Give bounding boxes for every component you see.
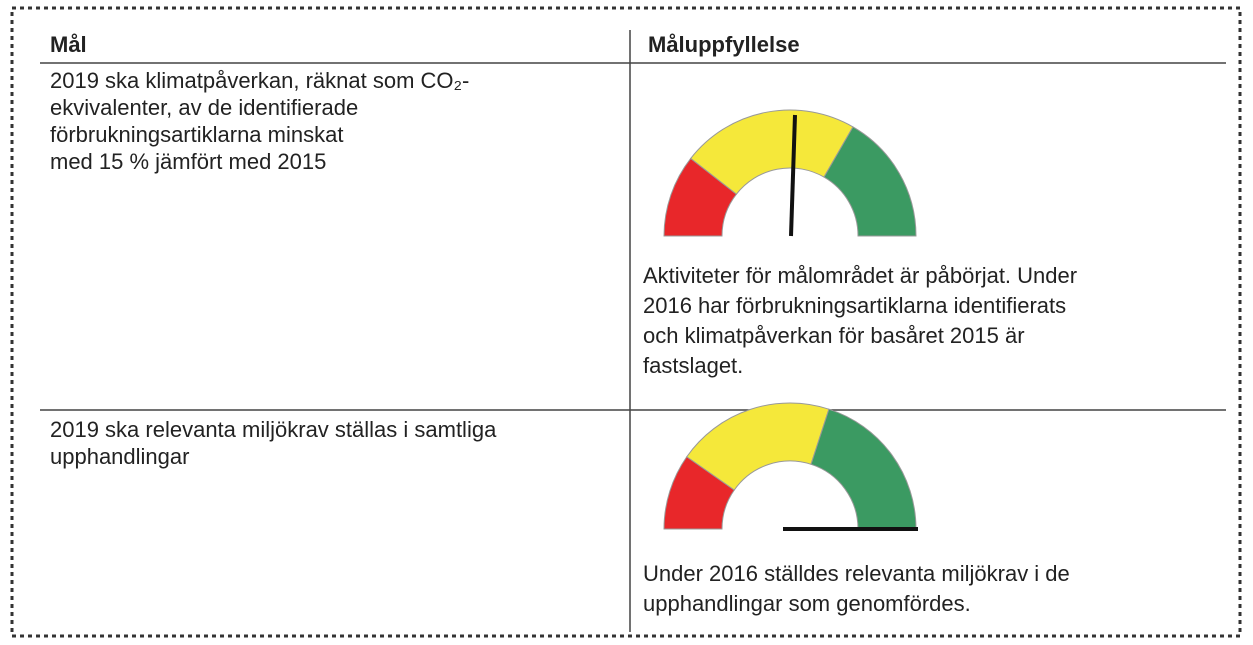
status-line: upphandlingar som genomfördes. [643,591,971,616]
goal-line: med 15 % jämfört med 2015 [50,149,326,174]
header-cell: Mål [50,32,87,57]
header-cell: Måluppfyllelse [648,32,800,57]
status-line: och klimatpåverkan för basåret 2015 är [643,323,1025,348]
status-line: Aktiviteter för målområdet är påbörjat. … [643,263,1077,288]
goal-line: ekvivalenter, av de identifierade [50,95,358,120]
cells: 2019 ska klimatpåverkan, räknat som CO₂-… [50,68,1077,616]
gauge-segment [690,109,854,195]
gauges [663,109,918,531]
gauge-segment [823,126,917,237]
goal-line: förbrukningsartiklarna minskat [50,122,343,147]
gauge-needle [789,114,797,237]
goal-line: upphandlingar [50,444,189,469]
status-line: fastslaget. [643,353,743,378]
gauge-segment [686,402,830,491]
goal-line: 2019 ska klimatpåverkan, räknat som CO₂- [50,68,469,93]
status-line: Under 2016 ställdes relevanta miljökrav … [643,561,1070,586]
goal-line: 2019 ska relevanta miljökrav ställas i s… [50,417,497,442]
gauge-segment [810,408,917,530]
status-line: 2016 har förbrukningsartiklarna identifi… [643,293,1066,318]
